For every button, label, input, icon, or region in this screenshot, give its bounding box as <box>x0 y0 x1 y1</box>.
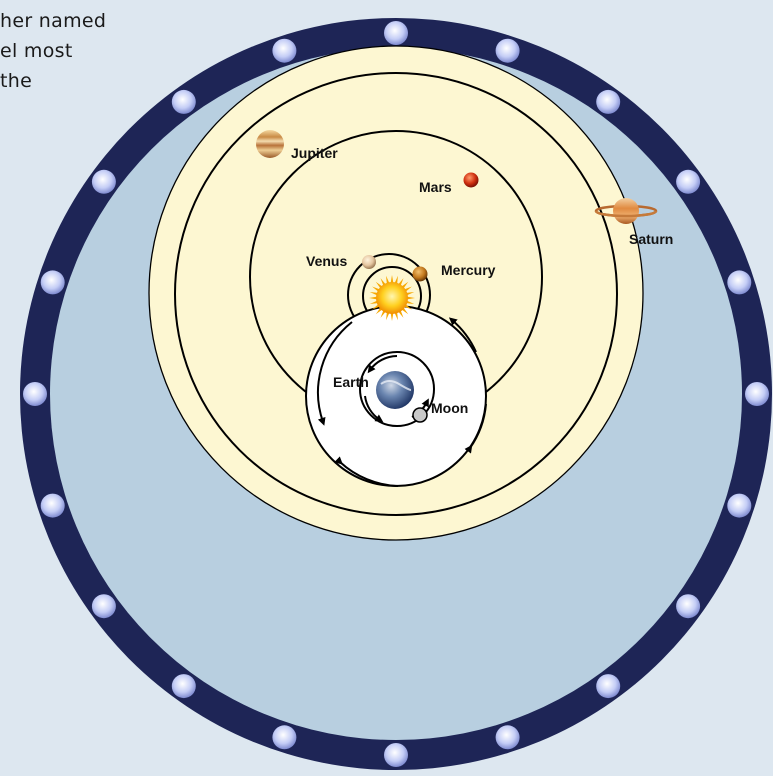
sun-ray <box>372 304 380 310</box>
moon-icon <box>412 407 428 423</box>
star-dot-icon <box>40 270 65 295</box>
sun-ray <box>386 312 390 321</box>
star-dot-icon <box>23 382 47 406</box>
sun-ray <box>386 275 390 284</box>
star-dot-icon <box>272 725 297 750</box>
moon-motion-arrow <box>364 395 384 423</box>
jupiter-orbit <box>174 72 618 516</box>
jupiter-icon <box>256 130 284 158</box>
star-dot-icon <box>384 743 408 767</box>
sun-ray <box>406 292 415 296</box>
sun-ray <box>404 286 412 292</box>
moon-label: Moon <box>431 400 468 416</box>
earth-cloud-swirl <box>380 380 412 391</box>
sun-ray <box>369 296 378 300</box>
caption-line: the <box>0 70 33 92</box>
star-dot-icon <box>272 38 297 63</box>
venus-label: Venus <box>306 253 347 269</box>
sun-disc <box>376 282 408 314</box>
sun-ray <box>406 300 415 304</box>
star-dot-icon <box>495 725 520 750</box>
star-dot-icon <box>596 89 621 114</box>
caption-text: her named el most the <box>0 6 170 96</box>
sun-motion-arrow <box>317 321 353 426</box>
sun-ray <box>369 292 378 296</box>
star-dot-icon <box>745 382 769 406</box>
star-dot-icon <box>727 493 752 518</box>
sun-ray <box>380 278 386 286</box>
mars-icon <box>463 172 479 188</box>
caption-line: el most <box>0 40 73 62</box>
sun-motion-arrow <box>464 403 487 454</box>
star-dot-icon <box>171 89 196 114</box>
caption-line: her named <box>0 10 107 32</box>
saturn-icon <box>594 198 658 224</box>
star-dot-icon <box>384 21 408 45</box>
star-dot-icon <box>727 270 752 295</box>
star-dot-icon <box>495 38 520 63</box>
sun-ray <box>369 300 378 304</box>
star-dot-icon <box>91 594 116 619</box>
saturn-label: Saturn <box>629 231 673 247</box>
star-dot-icon <box>596 674 621 699</box>
mars-label: Mars <box>419 179 452 195</box>
mercury-label: Mercury <box>441 262 496 278</box>
sun-ray <box>390 312 394 321</box>
sun-ray <box>404 304 412 310</box>
earth-icon <box>376 371 414 409</box>
star-dot-icon <box>40 493 65 518</box>
venus-icon <box>362 255 376 269</box>
sun-ray <box>406 296 415 300</box>
star-dot-icon <box>91 169 116 194</box>
sun-icon <box>369 275 415 321</box>
moon-orbit <box>359 351 435 427</box>
star-dot-icon <box>676 169 701 194</box>
sun-ray <box>380 310 386 318</box>
sun-ray <box>398 278 404 286</box>
sun-motion-arrow <box>334 456 399 487</box>
sun-ray <box>394 275 398 284</box>
mercury-icon <box>412 266 428 282</box>
star-dot-icon <box>676 594 701 619</box>
sun-ray <box>398 310 404 318</box>
sun-ray <box>390 275 394 284</box>
moon-motion-arrow <box>367 355 398 374</box>
sun-motion-arrow <box>448 317 477 353</box>
jupiter-label: Jupiter <box>291 145 338 161</box>
earth-label: Earth <box>333 374 369 390</box>
star-dots <box>23 21 769 767</box>
sun-ray <box>372 286 380 292</box>
star-dot-icon <box>171 674 196 699</box>
sun-ray <box>394 312 398 321</box>
